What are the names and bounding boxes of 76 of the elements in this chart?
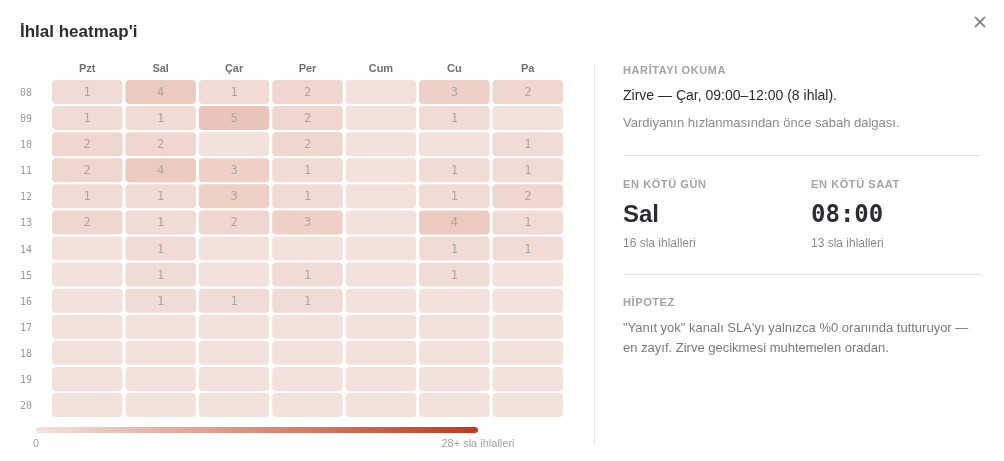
data-label: 1 bbox=[450, 111, 458, 126]
data-label: 2 bbox=[83, 137, 91, 152]
data-label: 1 bbox=[303, 189, 312, 204]
data-label: 1 bbox=[450, 241, 458, 256]
data-label: 1 bbox=[157, 189, 165, 204]
data-label: 1 bbox=[524, 215, 532, 230]
text: Sal bbox=[623, 200, 660, 228]
data-label: 2 bbox=[524, 189, 532, 204]
text: 13 sla ihlalleri bbox=[811, 236, 884, 250]
data-label: 4 bbox=[450, 215, 458, 230]
text: EN KÖTÜ SAAT bbox=[811, 178, 900, 190]
data-label: 2 bbox=[83, 215, 91, 230]
text: HİPOTEZ bbox=[623, 296, 675, 308]
data-label: 1 bbox=[83, 85, 91, 99]
y-tick-label: 12 bbox=[19, 191, 33, 203]
data-label: 4 bbox=[157, 85, 165, 99]
x-tick-label: Çar bbox=[224, 62, 244, 74]
y-tick-label: 13 bbox=[19, 217, 33, 229]
text: HARİTAYI OKUMA bbox=[623, 64, 727, 76]
data-label: 2 bbox=[524, 85, 532, 99]
data-label: 2 bbox=[83, 163, 91, 178]
y-tick-label: 16 bbox=[19, 295, 33, 307]
data-label: 1 bbox=[157, 267, 165, 282]
x-tick-label: Pa bbox=[521, 62, 536, 74]
data-label: 1 bbox=[450, 163, 458, 178]
data-label: 1 bbox=[157, 293, 165, 308]
data-label: 1 bbox=[303, 293, 312, 308]
data-label: 1 bbox=[230, 293, 238, 308]
y-tick-label: 08 bbox=[19, 87, 33, 98]
y-tick-label: 19 bbox=[19, 373, 33, 385]
data-label: 2 bbox=[157, 137, 165, 152]
y-tick-label: 17 bbox=[19, 321, 33, 333]
text: "Yanıt yok" kanalı SLA'yı yalnızca %0 oranında tutturuyor — en zayıf. Zirve gecikmesi muhtemelen oradan. bbox=[623, 319, 970, 357]
y-tick-label: 09 bbox=[19, 113, 33, 125]
data-label: 1 bbox=[157, 241, 165, 256]
x-tick-label: Per bbox=[298, 62, 318, 74]
data-label: 3 bbox=[303, 215, 312, 230]
data-label: 1 bbox=[157, 111, 165, 126]
data-label: 2 bbox=[303, 85, 312, 99]
color-bar-label: 28+ sla ihlalleri bbox=[441, 437, 515, 449]
text: EN KÖTÜ GÜN bbox=[623, 178, 707, 190]
data-label: 1 bbox=[303, 267, 312, 282]
data-label: 3 bbox=[230, 163, 238, 178]
y-tick-label: 14 bbox=[19, 243, 33, 255]
data-label: 1 bbox=[450, 267, 458, 282]
text: Vardiyanın hızlanmasından önce sabah dalgası. bbox=[623, 115, 900, 130]
x-tick-label: Cum bbox=[368, 62, 394, 74]
x-tick-label: Cu bbox=[447, 62, 462, 74]
color-bar-label: 0 bbox=[32, 437, 40, 449]
data-label: 1 bbox=[524, 163, 532, 178]
text: 16 sla ihlalleri bbox=[623, 236, 696, 250]
y-tick-label: 11 bbox=[19, 165, 33, 177]
x-tick-label: Sal bbox=[152, 62, 169, 74]
data-label: 1 bbox=[524, 241, 532, 256]
data-label: 2 bbox=[303, 111, 312, 126]
y-tick-label: 15 bbox=[19, 269, 33, 281]
text: Zirve — Çar, 09:00–12:00 (8 ihlal). bbox=[623, 87, 837, 103]
y-tick-label: 10 bbox=[19, 139, 33, 151]
data-label: 1 bbox=[230, 85, 238, 99]
data-label: 1 bbox=[83, 189, 91, 204]
data-label: 3 bbox=[230, 189, 238, 204]
data-label: 1 bbox=[157, 215, 165, 230]
y-tick-label: 20 bbox=[19, 400, 33, 411]
y-tick-label: 18 bbox=[19, 347, 33, 359]
data-label: 4 bbox=[157, 163, 165, 178]
data-label: 1 bbox=[450, 189, 458, 204]
data-label: 2 bbox=[230, 215, 238, 230]
data-label: 1 bbox=[524, 137, 532, 152]
x-tick-label: Pzt bbox=[78, 62, 96, 74]
data-label: 1 bbox=[303, 163, 312, 178]
chart-title: İhlal heatmap'i bbox=[20, 22, 138, 42]
data-label: 1 bbox=[83, 111, 91, 126]
data-label: 2 bbox=[303, 137, 312, 152]
data-label: 3 bbox=[450, 85, 458, 99]
data-label: 5 bbox=[230, 111, 238, 126]
text: 08:00 bbox=[811, 200, 884, 228]
